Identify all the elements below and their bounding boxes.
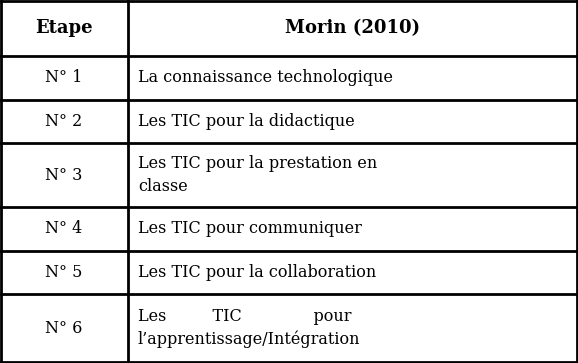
Text: N° 5: N° 5	[46, 264, 83, 281]
Text: N° 4: N° 4	[46, 220, 83, 237]
Text: N° 2: N° 2	[46, 113, 83, 130]
Text: Les TIC pour la prestation en
classe: Les TIC pour la prestation en classe	[138, 155, 377, 195]
Text: N° 1: N° 1	[46, 69, 83, 86]
Text: Les TIC pour la didactique: Les TIC pour la didactique	[138, 113, 355, 130]
Text: Les TIC pour la collaboration: Les TIC pour la collaboration	[138, 264, 376, 281]
Text: La connaissance technologique: La connaissance technologique	[138, 69, 393, 86]
Text: N° 3: N° 3	[46, 167, 83, 184]
Text: Les         TIC              pour
l’apprentissage/Intégration: Les TIC pour l’apprentissage/Intégration	[138, 308, 361, 348]
Text: Les TIC pour communiquer: Les TIC pour communiquer	[138, 220, 362, 237]
Text: Morin (2010): Morin (2010)	[285, 19, 420, 37]
Text: Etape: Etape	[35, 19, 93, 37]
Text: N° 6: N° 6	[46, 320, 83, 337]
